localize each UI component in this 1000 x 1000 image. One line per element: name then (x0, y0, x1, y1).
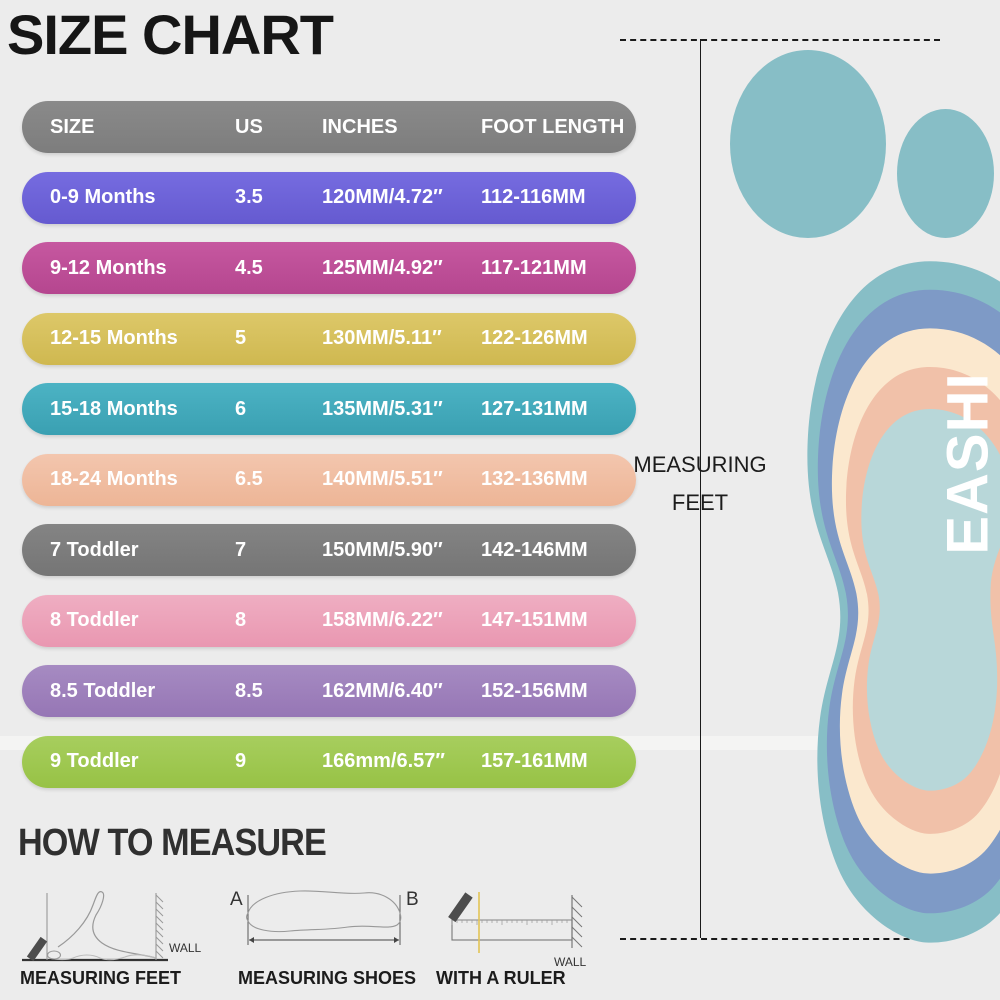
svg-text:A: A (230, 889, 243, 910)
svg-text:WALL: WALL (554, 955, 587, 969)
svg-text:WALL: WALL (169, 941, 202, 955)
svg-text:B: B (406, 889, 419, 910)
